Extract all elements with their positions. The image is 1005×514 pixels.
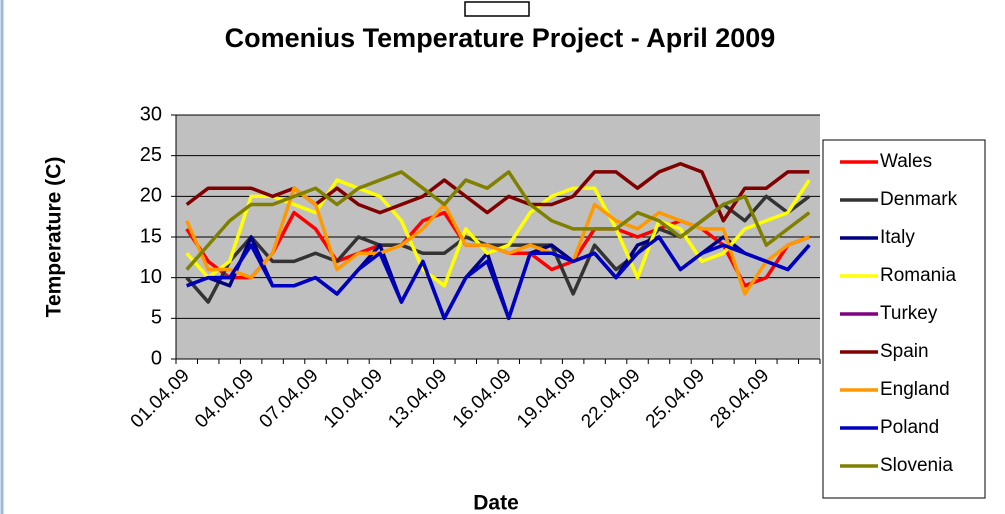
y-tick-label: 5: [151, 307, 162, 329]
legend-label: England: [880, 379, 950, 400]
y-tick-label: 0: [151, 347, 162, 369]
legend-label: Turkey: [880, 303, 938, 324]
series-line: [185, 162, 810, 223]
y-axis-label: Temperature (C): [43, 157, 66, 318]
chart-title: Comenius Temperature Project - April 200…: [225, 23, 776, 53]
x-axis-label: Date: [473, 492, 519, 514]
y-tick-label: 10: [140, 266, 162, 288]
series-line: [185, 170, 811, 271]
legend-label: Denmark: [880, 189, 958, 210]
legend-label: Wales: [880, 151, 932, 172]
y-tick-label: 20: [140, 185, 162, 207]
y-tick-label: 30: [140, 103, 162, 125]
selection-handle: [464, 1, 530, 17]
y-tick-label: 25: [140, 144, 162, 166]
y-tick-label: 15: [140, 225, 162, 247]
legend-label: Italy: [880, 227, 915, 248]
legend-label: Poland: [880, 417, 939, 438]
legend-label: Spain: [880, 341, 929, 362]
legend-label: Romania: [880, 265, 956, 286]
legend-label: Slovenia: [880, 455, 953, 476]
series-line: [186, 235, 811, 321]
